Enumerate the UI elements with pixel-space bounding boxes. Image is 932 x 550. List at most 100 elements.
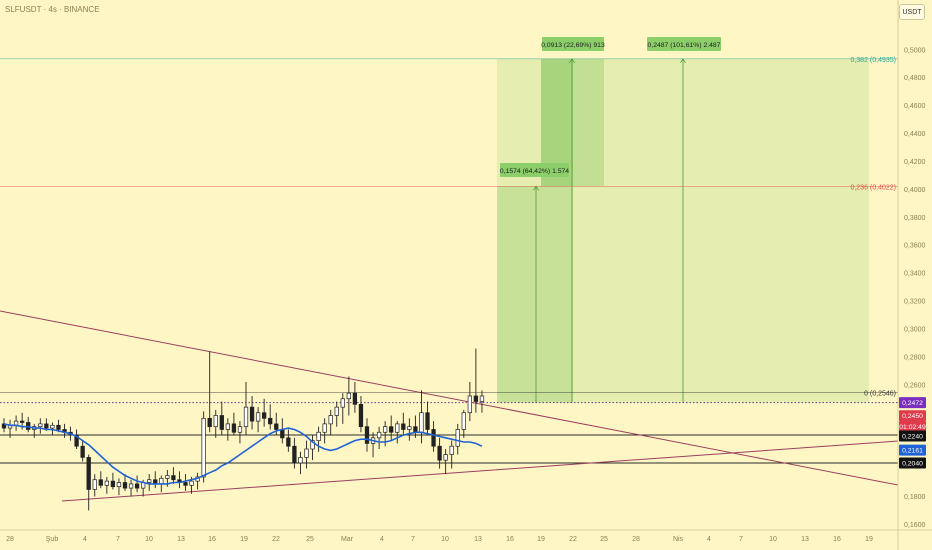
candle-body-53 [322,423,327,433]
candle-body-24 [147,479,152,483]
price-label-0: 0,2472 [902,400,923,407]
price-tick-3: 0,4400 [904,131,926,138]
time-tick-16: 19 [537,536,545,543]
currency-button[interactable]: USDT [899,4,925,20]
price-label-3: 0,2240 [902,434,923,441]
candle-body-54 [328,415,333,425]
candle-body-69 [419,412,424,433]
candle-body-33 [201,417,206,478]
time-tick-3: 7 [116,536,120,543]
candle-body-14 [86,457,91,490]
candles [1,348,485,511]
candle-body-26 [159,477,164,485]
candle-body-50 [304,448,309,458]
candle-body-75 [455,429,460,447]
fib-label-2: 0 (0,2546) [864,390,896,397]
candle-body-78 [473,395,479,402]
candle-body-19 [116,482,122,488]
candle-body-71 [431,429,436,447]
candle-body-43 [262,412,267,419]
candle-body-56 [340,398,345,408]
price-label-box-3 [899,430,926,442]
price-tick-8: 0,3400 [904,271,926,278]
measure-label-2: 0,1574 (64,42%) 1.574 [500,168,569,175]
time-tick-4: 10 [145,536,153,543]
measure-label-0: 0,0913 (22,69%) 913 [541,42,605,49]
candle-body-64 [389,426,394,433]
price-label-box-4 [899,444,926,456]
price-tick-0: 0,5000 [904,47,926,54]
price-tick-10: 0,3000 [904,326,926,333]
price-tick-11: 0,2800 [904,354,926,361]
candle-body-65 [395,423,400,433]
descending-trendline [0,310,899,486]
candle-body-18 [110,480,116,488]
candle-body-55 [334,406,339,416]
time-tick-6: 16 [208,536,216,543]
price-tick-6: 0,3800 [904,215,926,222]
candle-body-67 [407,426,412,430]
time-tick-23: 10 [769,536,777,543]
time-tick-25: 16 [833,536,841,543]
time-tick-18: 25 [600,536,608,543]
candle-body-76 [461,412,466,430]
time-tick-17: 22 [569,536,577,543]
candle-body-72 [437,445,442,461]
time-tick-10: Mar [341,536,354,543]
price-label-5: 0,2040 [902,460,923,467]
candle-body-48 [292,445,297,464]
price-tick-1: 0,4800 [904,75,926,82]
candle-body-31 [189,480,194,486]
ascending-trendline [61,440,899,502]
moving-average [3,423,483,485]
measure-label-box-2 [500,163,569,177]
candle-body-27 [165,475,170,479]
candle-body-17 [104,480,110,486]
candle-body-66 [401,423,406,430]
price-labels: 0,2472 0,2450 01:02:49 0,2240 0,2161 0,2040 [899,397,926,469]
price-tick-12: 0,2600 [904,382,926,389]
time-tick-24: 13 [801,536,809,543]
price-label-box-0 [899,397,926,409]
projection-zone-lower [497,186,573,403]
trend-lines[interactable] [0,310,899,502]
candle-body-21 [128,483,134,489]
candle-body-47 [286,437,291,447]
candle-body-3 [20,420,25,423]
candle-body-22 [134,483,140,489]
candle-body-52 [316,431,321,441]
time-tick-8: 22 [272,536,280,543]
candle-body-12 [74,434,79,447]
time-tick-1: Şub [46,536,59,543]
time-tick-21: 4 [707,536,711,543]
time-tick-19: 28 [632,536,640,543]
time-tick-14: 13 [474,536,482,543]
candle-body-40 [243,406,249,428]
candle-body-6 [38,423,43,428]
time-tick-11: 4 [380,536,384,543]
candle-body-58 [352,392,358,405]
candle-body-68 [413,426,418,433]
price-label-box-2 [899,421,926,433]
candle-body-16 [98,479,103,486]
candle-body-38 [231,423,237,433]
candle-body-7 [44,423,49,429]
candle-body-20 [122,482,128,489]
time-tick-7: 19 [240,536,248,543]
time-tick-22: 7 [739,536,743,543]
time-tick-5: 13 [177,536,185,543]
time-tick-13: 10 [441,536,449,543]
candle-body-34 [207,417,212,428]
ticker-title: SLFUSDT · 4s · BINANCE [5,5,100,14]
measure-labels: 0,0913 (22,69%) 913 0,2487 (101,61%) 2.48… [500,37,721,177]
fib-label-1: 0,236 (0,4022) [850,184,896,191]
time-axis[interactable]: 28 Şub 4 7 10 13 16 19 22 25 Mar 4 7 10 13 16 19 22 25 28 Ni… [0,529,932,543]
price-tick-5: 0,4000 [904,187,926,194]
candle-body-39 [237,426,243,433]
candle-body-15 [92,479,97,490]
price-axis[interactable]: 0,5000 0,4800 0,4600 0,4400 0,4200 0,4000 0,38… [897,0,926,550]
candle-body-8 [50,424,55,429]
fib-label-0: 0,382 (0,4935) [850,57,896,64]
candle-body-44 [268,417,273,425]
